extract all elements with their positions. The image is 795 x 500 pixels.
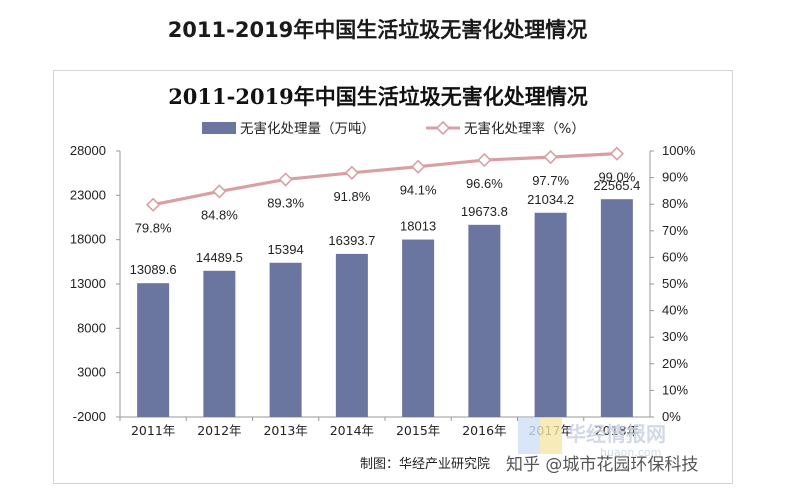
bar [600, 199, 633, 417]
watermark: 华经情报网 huaon.com [518, 418, 666, 459]
y-right-tick-label: 20% [662, 356, 688, 371]
y-right-tick-label: 70% [662, 223, 688, 238]
rate-marker [145, 197, 161, 212]
y-right-tick-label: 50% [662, 276, 688, 291]
bar [335, 253, 368, 417]
bar [468, 224, 501, 417]
y-left-tick-label: 18000 [70, 232, 106, 247]
y-right-tick-label: 10% [662, 382, 688, 397]
x-tick-label: 2015年 [396, 423, 440, 438]
bar [534, 212, 567, 417]
rate-value-label: 84.8% [201, 207, 238, 222]
x-tick-label: 2011年 [131, 423, 175, 438]
bar-value-label: 16393.7 [328, 233, 375, 248]
bar-value-label: 14489.5 [196, 250, 243, 265]
bar-value-label: 21034.2 [527, 192, 574, 207]
rate-value-label: 94.1% [400, 183, 437, 198]
y-left-tick-label: -2000 [73, 409, 106, 424]
legend-label-bar: 无害化处理量（万吨） [240, 121, 375, 137]
legend-swatch-bar [202, 122, 236, 134]
chart-credit: 制图：华经产业研究院 [360, 457, 490, 472]
y-right-tick-label: 0% [662, 409, 681, 424]
rate-polyline [152, 152, 617, 207]
data-labels: 13089.6 14489.5 15394 16393.7 18013 19673.8 21… [130, 170, 641, 278]
zhihu-watermark: 知乎 @城市花园环保科技 [506, 455, 698, 475]
x-tick-label: 2016年 [462, 423, 506, 438]
watermark-text: 华经情报网 [566, 422, 666, 446]
x-tick-label: 2013年 [263, 423, 307, 438]
bar [203, 270, 236, 417]
rate-marker [477, 152, 492, 168]
watermark-logo-left [518, 418, 540, 454]
chart-title: 2011-2019年中国生活垃圾无害化处理情况 [168, 84, 588, 109]
watermark-url: huaon.com [600, 446, 661, 459]
y-right-tick-label: 60% [662, 249, 688, 264]
rate-marker [410, 159, 426, 174]
rate-value-label: 96.6% [466, 176, 503, 191]
bar [402, 239, 435, 417]
rate-marker [344, 165, 360, 180]
rate-value-label: 97.7% [532, 173, 569, 188]
y-left-tick-label: 28000 [70, 143, 106, 158]
rate-marker [212, 184, 227, 199]
y-right-tick-label: 90% [662, 170, 688, 185]
rate-value-label: 79.8% [135, 221, 172, 236]
x-tick-label: 2012年 [197, 423, 241, 438]
bar-value-label: 15394 [268, 242, 304, 257]
y-left-tick-label: 13000 [70, 276, 106, 291]
y-right-tick-label: 40% [662, 303, 688, 318]
rate-line [145, 146, 625, 212]
bars [137, 199, 633, 417]
bar-value-label: 19673.8 [461, 204, 508, 219]
rate-marker [278, 172, 293, 187]
rate-marker [543, 149, 558, 165]
bar-value-label: 22565.4 [593, 178, 640, 193]
page-title: 2011-2019年中国生活垃圾无害化处理情况 [167, 18, 588, 42]
watermark-logo-right [540, 418, 562, 454]
rate-marker [609, 146, 625, 161]
bar [137, 283, 170, 417]
legend-marker-rate [435, 120, 451, 136]
y-right-tick-label: 80% [662, 196, 688, 211]
x-tick-label: 2018年 [595, 423, 639, 438]
y-left-tick-label: 23000 [70, 187, 106, 202]
y-left-tick-label: 3000 [77, 365, 106, 380]
legend: 无害化处理量（万吨） 无害化处理率（%） [202, 120, 585, 137]
rate-value-label: 89.3% [267, 195, 304, 210]
x-tick-label: 2014年 [330, 423, 374, 438]
rate-value-label: 91.8% [333, 189, 370, 204]
y-right-tick-label: 100% [662, 143, 696, 158]
legend-label-rate: 无害化处理率（%） [464, 120, 585, 137]
rate-value-label: 99.0% [598, 170, 635, 185]
y-right-tick-label: 30% [662, 329, 688, 344]
bar-value-label: 13089.6 [130, 262, 177, 277]
y-left-tick-label: 8000 [77, 320, 106, 335]
bar [269, 262, 302, 417]
bar-value-label: 18013 [400, 219, 436, 234]
